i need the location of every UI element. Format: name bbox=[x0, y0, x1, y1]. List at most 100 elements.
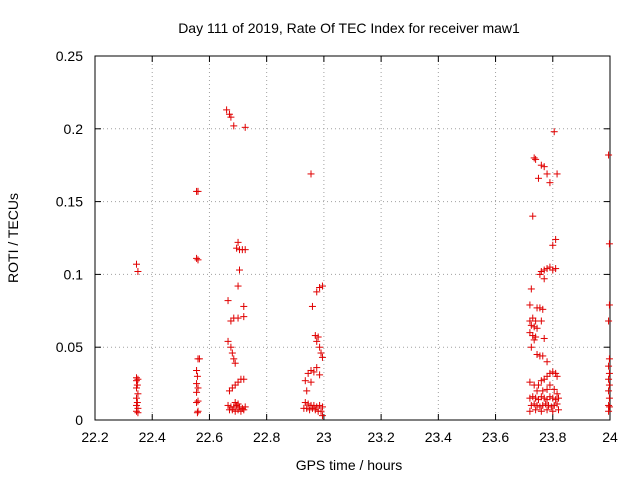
data-point bbox=[537, 407, 545, 415]
data-point bbox=[224, 337, 232, 345]
y-axis-label: ROTI / TECUs bbox=[5, 193, 21, 283]
data-point bbox=[605, 369, 613, 377]
y-tick-labels: 0 0.05 0.1 0.15 0.2 0.25 bbox=[56, 48, 83, 428]
data-point bbox=[537, 267, 545, 275]
data-point bbox=[230, 355, 238, 363]
data-point bbox=[553, 372, 561, 380]
y-tick-label: 0.05 bbox=[56, 339, 83, 355]
data-point bbox=[301, 377, 309, 385]
y-tick-label: 0 bbox=[75, 412, 83, 428]
data-point bbox=[555, 406, 562, 414]
x-tick-label: 22.6 bbox=[196, 429, 223, 445]
data-point bbox=[233, 244, 241, 252]
data-point bbox=[550, 128, 558, 136]
data-point bbox=[304, 369, 312, 377]
x-tick-label: 22.8 bbox=[253, 429, 280, 445]
data-point bbox=[133, 381, 141, 389]
y-tick-label: 0.25 bbox=[56, 48, 83, 64]
data-point bbox=[303, 387, 311, 395]
data-point bbox=[237, 407, 245, 415]
data-point bbox=[532, 155, 540, 163]
data-point bbox=[313, 288, 321, 296]
data-point bbox=[549, 407, 557, 415]
data-point bbox=[132, 384, 140, 392]
chart-title: Day 111 of 2019, Rate Of TEC Index for r… bbox=[178, 20, 520, 36]
data-point bbox=[194, 187, 202, 195]
data-point bbox=[132, 260, 140, 268]
data-point bbox=[543, 385, 551, 393]
data-point bbox=[238, 404, 246, 412]
data-point bbox=[549, 266, 557, 274]
data-point bbox=[304, 400, 312, 408]
data-point bbox=[605, 317, 613, 325]
data-point bbox=[549, 241, 557, 249]
data-point bbox=[539, 387, 547, 395]
data-point bbox=[134, 409, 142, 417]
data-point bbox=[605, 387, 613, 395]
data-point bbox=[552, 235, 560, 243]
data-point bbox=[318, 403, 326, 411]
data-point bbox=[526, 378, 534, 386]
data-point bbox=[193, 399, 201, 407]
data-point bbox=[234, 238, 242, 246]
data-point bbox=[134, 267, 142, 275]
data-point bbox=[311, 406, 319, 414]
data-point bbox=[527, 343, 535, 351]
data-point bbox=[546, 263, 554, 271]
data-point bbox=[543, 406, 551, 414]
data-point bbox=[234, 378, 242, 386]
data-point bbox=[539, 352, 547, 360]
data-point bbox=[533, 350, 541, 358]
data-point bbox=[194, 256, 202, 264]
data-point bbox=[537, 393, 545, 401]
data-point bbox=[240, 302, 248, 310]
data-point bbox=[547, 403, 555, 411]
data-point bbox=[235, 266, 243, 274]
data-point bbox=[318, 412, 326, 420]
data-point bbox=[533, 324, 541, 332]
data-point bbox=[553, 170, 561, 178]
data-point bbox=[132, 394, 140, 402]
data-point bbox=[543, 372, 551, 380]
data-point bbox=[240, 313, 248, 321]
x-tick-label: 23.8 bbox=[539, 429, 566, 445]
plot-frame bbox=[94, 55, 611, 421]
data-point bbox=[540, 394, 548, 402]
data-point bbox=[310, 368, 318, 376]
data-point bbox=[605, 362, 613, 370]
data-point bbox=[605, 301, 613, 309]
data-point bbox=[537, 317, 545, 325]
data-point bbox=[235, 246, 243, 254]
data-point bbox=[301, 399, 309, 407]
data-point bbox=[552, 396, 560, 404]
data-point bbox=[224, 297, 232, 305]
data-point bbox=[193, 409, 201, 417]
data-point bbox=[313, 337, 321, 345]
data-point bbox=[605, 381, 613, 389]
data-point bbox=[527, 321, 535, 329]
data-point bbox=[532, 394, 540, 402]
data-point bbox=[231, 399, 239, 407]
x-axis-label: GPS time / hours bbox=[296, 457, 403, 473]
data-point bbox=[529, 332, 537, 340]
data-point bbox=[552, 369, 560, 377]
data-point bbox=[605, 355, 613, 363]
data-point bbox=[316, 343, 324, 351]
data-point bbox=[316, 284, 324, 292]
data-point bbox=[193, 372, 201, 380]
data-point bbox=[193, 254, 201, 262]
data-point bbox=[540, 163, 548, 171]
data-point bbox=[223, 106, 231, 114]
data-point bbox=[225, 110, 233, 118]
data-point bbox=[536, 270, 544, 278]
data-point bbox=[532, 406, 540, 414]
data-point bbox=[605, 151, 613, 159]
data-point bbox=[605, 240, 613, 248]
data-point bbox=[546, 381, 554, 389]
data-point bbox=[240, 375, 248, 383]
data-point bbox=[555, 394, 562, 402]
data-point bbox=[605, 394, 613, 402]
data-point bbox=[540, 275, 548, 283]
data-point bbox=[543, 170, 551, 178]
